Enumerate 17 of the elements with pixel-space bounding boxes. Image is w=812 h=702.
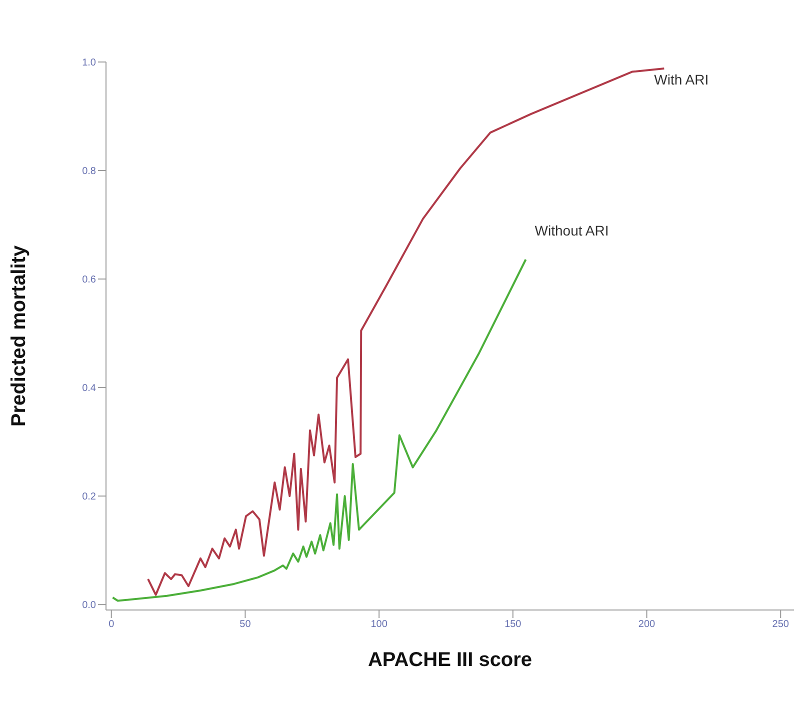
x-tick-label: 0: [108, 619, 115, 630]
x-axis-title: APACHE III score: [368, 649, 532, 671]
x-tick-label: 50: [240, 619, 252, 630]
series-label: Without ARI: [534, 222, 609, 238]
x-tick-label: 200: [638, 619, 656, 630]
series-label: With ARI: [654, 72, 709, 88]
x-tick-label: 150: [504, 619, 522, 630]
x-tick-label: 250: [772, 619, 790, 630]
y-tick-label: 0.4: [82, 383, 96, 394]
y-tick-label: 0.8: [82, 166, 96, 178]
y-tick-label: 0.0: [82, 600, 96, 612]
y-tick-label: 0.2: [82, 492, 96, 503]
y-axis-title: Predicted mortality: [8, 244, 30, 427]
y-tick-label: 0.6: [82, 274, 96, 286]
x-tick-label: 100: [370, 619, 388, 630]
y-tick-label: 1.0: [82, 58, 96, 69]
line-series: [112, 258, 527, 602]
